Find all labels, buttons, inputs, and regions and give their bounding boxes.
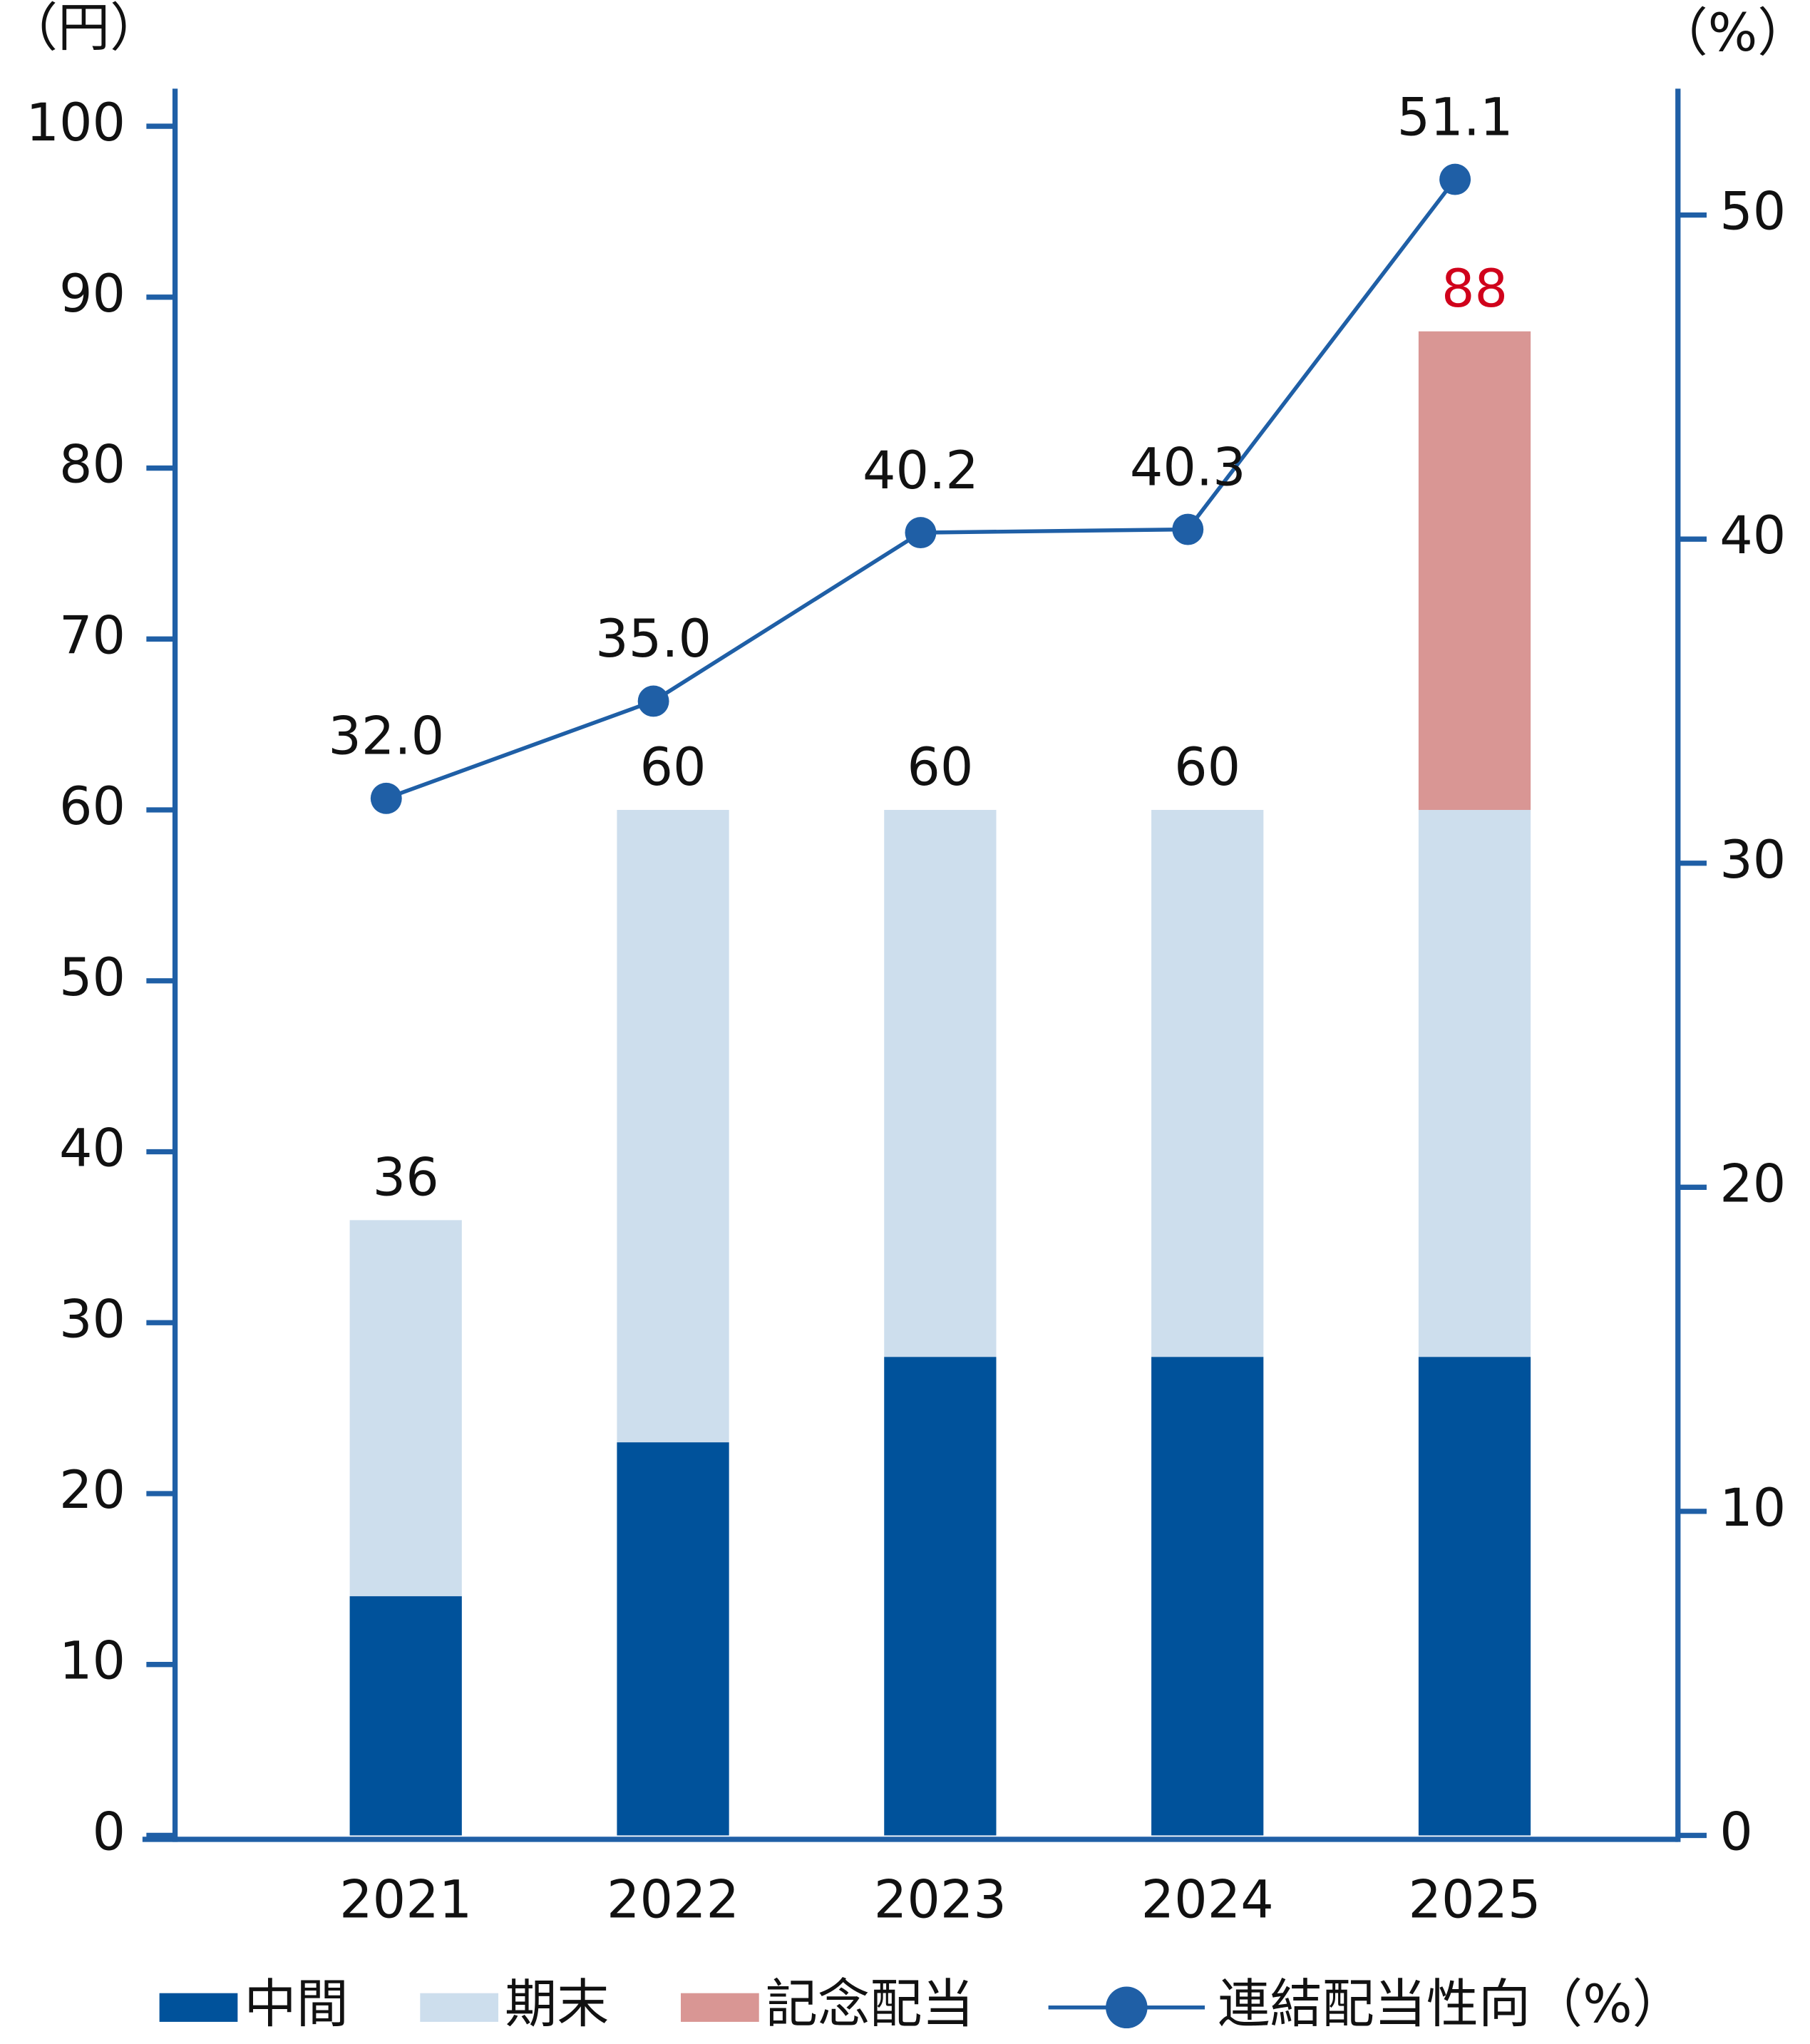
line-value-label: 51.1 <box>1397 87 1513 148</box>
total-label: 88 <box>1441 259 1508 319</box>
x-tick-label: 2023 <box>874 1870 1007 1931</box>
legend-label: 中間 <box>244 1974 348 2035</box>
y-tick-label: 20 <box>59 1460 125 1521</box>
y-axis-label: （円） <box>6 0 162 58</box>
y-tick-label: 40 <box>59 1119 125 1179</box>
y-tick-label: 60 <box>59 776 125 837</box>
bar-segment <box>617 1442 729 1836</box>
bar-segment <box>1418 1357 1531 1836</box>
bar-segment <box>1151 810 1264 1357</box>
y-tick-label: 100 <box>26 93 126 153</box>
y-tick-label: 90 <box>59 264 125 324</box>
y-tick-label: 30 <box>59 1289 125 1350</box>
bar-segment <box>349 1220 462 1596</box>
x-tick-label: 2024 <box>1141 1870 1274 1931</box>
legend-label: 期末 <box>505 1974 609 2035</box>
line-value-label: 40.3 <box>1130 437 1246 498</box>
legend-swatch <box>420 1993 499 2022</box>
y2-tick-label: 20 <box>1719 1154 1786 1214</box>
line-value-label: 35.0 <box>595 609 711 669</box>
y-tick-label: 80 <box>59 435 125 495</box>
line-point <box>370 782 402 814</box>
total-label: 60 <box>640 737 706 798</box>
total-label: 36 <box>373 1148 439 1208</box>
y-tick-label: 10 <box>59 1631 125 1692</box>
line-value-label: 32.0 <box>328 707 444 767</box>
line-point <box>905 517 937 549</box>
bar-segment <box>884 810 997 1357</box>
line-point <box>637 685 669 717</box>
y2-tick-label: 50 <box>1719 182 1786 242</box>
y2-tick-label: 0 <box>1719 1802 1753 1862</box>
total-label: 60 <box>1174 737 1240 798</box>
bar-segment <box>1418 331 1531 811</box>
y2-tick-label: 40 <box>1719 505 1786 566</box>
y-tick-label: 70 <box>59 605 125 666</box>
y-tick-label: 0 <box>93 1802 126 1862</box>
bar-segment <box>1151 1357 1264 1836</box>
line-point <box>1172 513 1204 545</box>
x-tick-label: 2022 <box>607 1870 739 1931</box>
bar-segment <box>884 1357 997 1836</box>
line-value-label: 40.2 <box>863 441 979 501</box>
y2-tick-label: 30 <box>1719 830 1786 890</box>
legend-swatch <box>681 1993 759 2022</box>
legend-swatch <box>159 1993 238 2022</box>
legend-dot <box>1106 1986 1148 2029</box>
legend-label: 連結配当性向（%） <box>1218 1974 1684 2035</box>
x-tick-label: 2025 <box>1408 1870 1541 1931</box>
y2-axis-label: （%） <box>1656 3 1810 63</box>
y2-tick-label: 10 <box>1719 1478 1786 1539</box>
bar-segment <box>1418 810 1531 1357</box>
line-point <box>1439 163 1471 195</box>
bar-segment <box>349 1596 462 1836</box>
x-tick-label: 2021 <box>339 1870 472 1931</box>
y-tick-label: 50 <box>59 947 125 1008</box>
legend-label: 記念配当 <box>766 1974 975 2035</box>
total-label: 60 <box>907 737 973 798</box>
bar-segment <box>617 810 729 1443</box>
